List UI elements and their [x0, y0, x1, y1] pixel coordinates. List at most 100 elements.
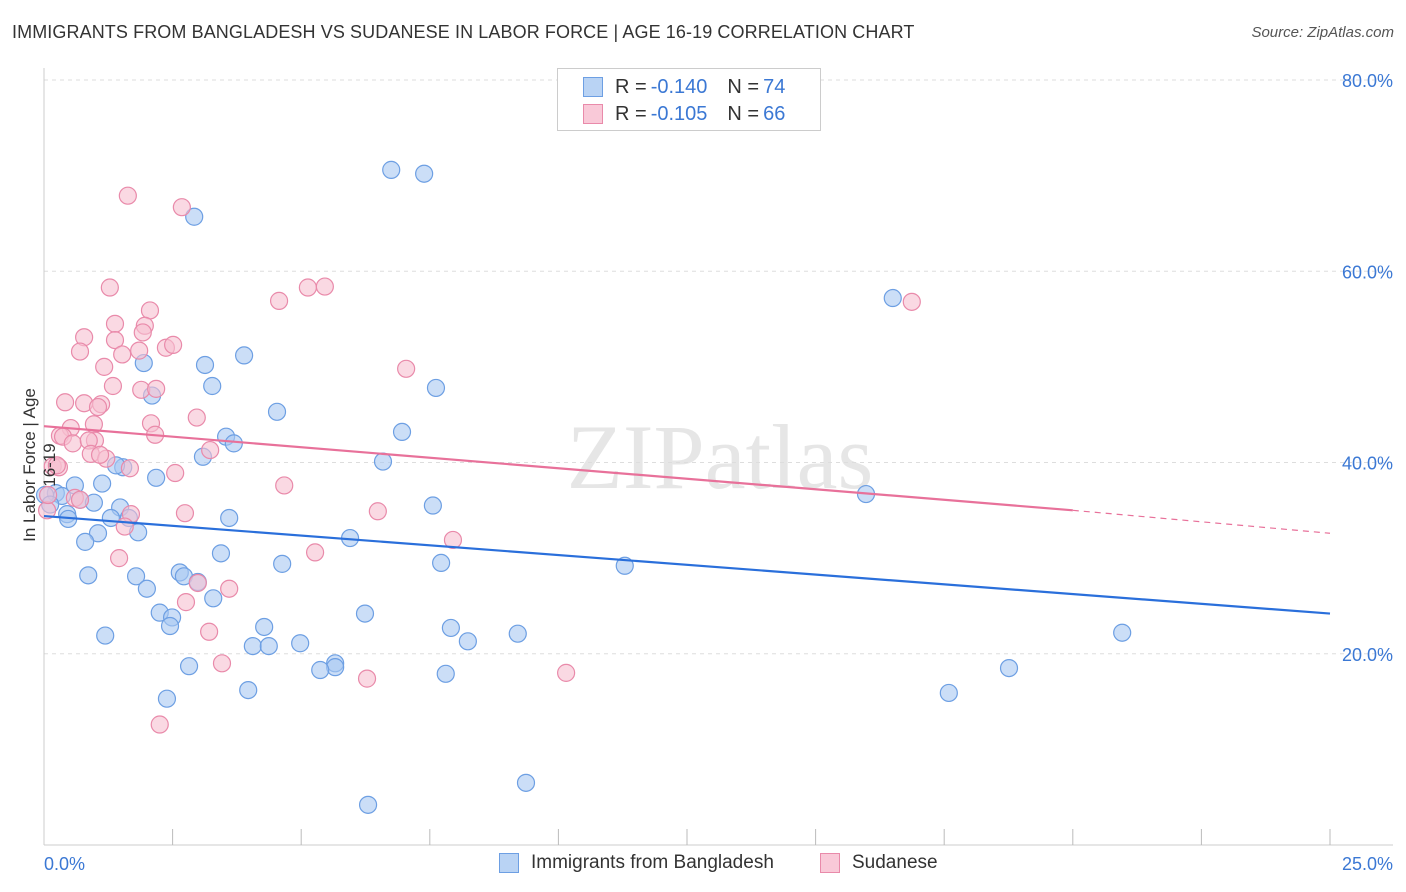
x-tick-label: 0.0% — [44, 854, 85, 874]
chart-title: IMMIGRANTS FROM BANGLADESH VS SUDANESE I… — [12, 22, 915, 42]
r-label: R = — [615, 102, 647, 125]
data-point-bangladesh — [326, 658, 345, 677]
data-point-sudanese — [315, 277, 334, 296]
data-point-bangladesh — [458, 632, 477, 651]
data-point-sudanese — [100, 278, 119, 297]
data-point-bangladesh — [220, 508, 239, 528]
data-point-bangladesh — [267, 402, 287, 421]
pink-swatch-icon — [820, 853, 840, 873]
data-point-bangladesh — [239, 680, 258, 700]
data-point-bangladesh — [76, 532, 95, 551]
data-point-sudanese — [164, 335, 183, 354]
data-point-sudanese — [176, 593, 196, 612]
data-point-sudanese — [305, 543, 325, 562]
data-point-sudanese — [175, 504, 195, 523]
data-point-bangladesh — [147, 468, 166, 487]
data-point-bangladesh — [441, 618, 460, 638]
data-point-sudanese — [298, 278, 317, 297]
data-point-sudanese — [166, 463, 185, 483]
data-point-bangladesh — [516, 773, 536, 792]
data-point-bangladesh — [311, 660, 330, 680]
data-point-sudanese — [902, 292, 921, 311]
data-point-bangladesh — [157, 689, 177, 708]
y-tick-label: 60.0% — [1342, 262, 1393, 282]
data-point-sudanese — [212, 654, 232, 673]
data-point-sudanese — [140, 301, 160, 320]
data-point-sudanese — [150, 715, 169, 734]
n-label: N = — [727, 102, 760, 125]
data-point-sudanese — [172, 198, 191, 217]
data-point-bangladesh — [255, 617, 274, 637]
data-point-sudanese — [269, 291, 289, 310]
blue-swatch-icon — [499, 853, 519, 873]
data-point-sudanese — [130, 341, 149, 360]
data-point-bangladesh — [432, 553, 451, 573]
data-point-sudanese — [397, 359, 416, 378]
blue-swatch-icon — [583, 77, 603, 97]
data-point-sudanese — [147, 379, 166, 398]
data-point-sudanese — [95, 357, 114, 376]
data-point-sudanese — [70, 342, 90, 361]
data-point-sudanese — [188, 573, 207, 593]
data-point-bangladesh — [615, 556, 634, 575]
legend-item-bangladesh[interactable]: Immigrants from Bangladesh — [499, 852, 774, 874]
data-point-bangladesh — [259, 636, 278, 656]
data-point-bangladesh — [79, 566, 98, 585]
data-point-bangladesh — [426, 378, 446, 398]
data-point-sudanese — [105, 331, 125, 350]
data-point-sudanese — [88, 397, 108, 417]
y-tick-label: 80.0% — [1342, 71, 1393, 91]
data-point-bangladesh — [392, 422, 412, 441]
data-point-sudanese — [55, 393, 75, 412]
r-value: -0.140 — [650, 75, 708, 98]
data-point-bangladesh — [137, 579, 156, 598]
legend-label: Immigrants from Bangladesh — [531, 852, 774, 873]
data-point-sudanese — [113, 345, 132, 364]
source-label: Source: ZipAtlas.com — [1251, 24, 1394, 41]
data-point-bangladesh — [96, 626, 115, 645]
pink-swatch-icon — [583, 104, 603, 124]
data-point-bangladesh — [243, 636, 262, 656]
legend-row-sudanese: R = -0.105 N = 66 — [583, 101, 785, 127]
data-point-sudanese — [557, 663, 576, 682]
data-point-bangladesh — [179, 657, 199, 676]
data-point-bangladesh — [291, 634, 310, 653]
data-point-bangladesh — [224, 434, 243, 453]
data-point-sudanese — [357, 669, 377, 688]
data-point-sudanese — [275, 476, 294, 495]
data-point-sudanese — [133, 323, 152, 342]
data-point-bangladesh — [195, 355, 215, 375]
data-point-sudanese — [200, 622, 219, 641]
trend-line-extension-sudanese — [1072, 509, 1331, 534]
data-point-bangladesh — [999, 658, 1019, 678]
data-point-sudanese — [63, 434, 82, 453]
data-point-bangladesh — [508, 624, 527, 643]
data-point-bangladesh — [204, 589, 223, 608]
data-point-bangladesh — [273, 554, 292, 573]
n-value: 66 — [763, 102, 786, 125]
data-point-sudanese — [220, 579, 239, 598]
legend-item-sudanese[interactable]: Sudanese — [820, 852, 938, 874]
trend-line-bangladesh — [43, 514, 1331, 615]
data-point-bangladesh — [415, 164, 434, 183]
data-point-bangladesh — [211, 544, 231, 563]
data-point-bangladesh — [358, 795, 378, 814]
legend-label: Sudanese — [852, 852, 938, 873]
data-point-bangladesh — [185, 207, 204, 226]
data-point-bangladesh — [1113, 623, 1132, 642]
data-point-sudanese — [368, 502, 387, 521]
data-point-sudanese — [90, 445, 110, 464]
data-point-sudanese — [443, 530, 463, 550]
data-point-bangladesh — [939, 683, 958, 703]
data-point-bangladesh — [373, 452, 393, 471]
y-axis-label: In Labor Force | Age 16-19 — [20, 388, 59, 542]
data-point-bangladesh — [436, 664, 455, 683]
r-label: R = — [615, 75, 647, 98]
data-point-sudanese — [118, 186, 137, 205]
r-value: -0.105 — [650, 102, 708, 125]
data-point-bangladesh — [93, 474, 112, 493]
data-point-bangladesh — [883, 288, 902, 308]
data-point-sudanese — [187, 408, 206, 427]
data-point-sudanese — [201, 440, 220, 460]
